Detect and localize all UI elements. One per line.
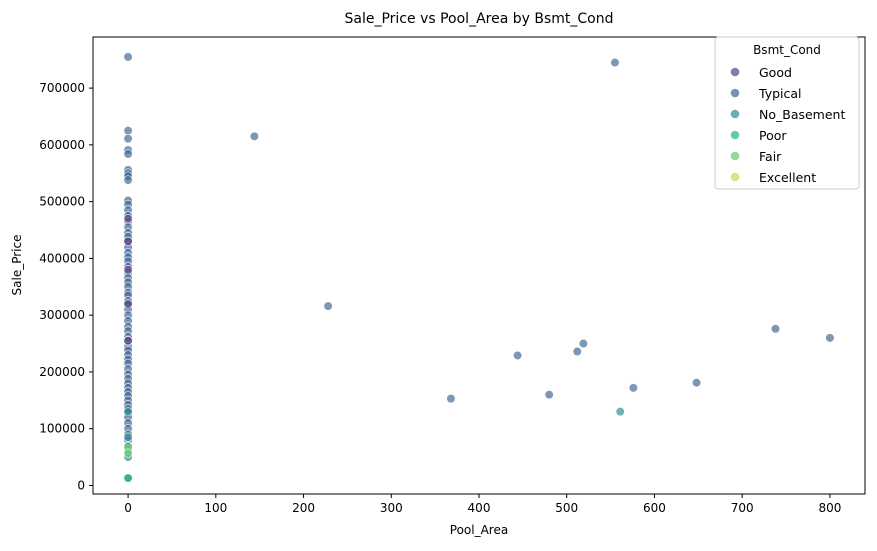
y-tick-label: 200000: [39, 365, 85, 379]
point-poor: [123, 473, 133, 483]
point-no-basement: [123, 407, 133, 417]
legend-label: Fair: [759, 149, 782, 164]
point-typical: [123, 149, 133, 159]
point-typical: [123, 52, 133, 62]
point-good: [123, 236, 133, 246]
legend: Bsmt_Cond Good Typical No_Basement Poor Fair…: [714, 36, 860, 190]
point-typical: [512, 350, 523, 361]
point-typical: [572, 346, 582, 357]
point-typical: [770, 324, 781, 334]
x-axis-label: Pool_Area: [450, 523, 508, 537]
point-typical: [123, 126, 133, 136]
legend-marker: [730, 109, 740, 119]
y-tick-label: 100000: [39, 422, 85, 436]
y-tick-label: 400000: [39, 251, 85, 265]
point-typical: [123, 134, 133, 144]
y-tick-label: 300000: [39, 308, 85, 322]
chart-title: Sale_Price vs Pool_Area by Bsmt_Cond: [345, 11, 614, 27]
point-typical: [610, 57, 620, 68]
x-tick-label: 400: [468, 501, 491, 515]
point-typical: [446, 394, 456, 404]
point-fair: [123, 448, 133, 458]
y-tick-label: 0: [77, 478, 85, 492]
legend-label: Good: [759, 65, 792, 80]
point-typical: [628, 383, 639, 393]
point-good: [123, 265, 133, 275]
point-typical: [249, 131, 260, 141]
y-axis: 0 100000 200000 300000 400000 500000 600000 700…: [39, 81, 93, 492]
legend-label: Poor: [759, 128, 787, 143]
x-axis: 0 100 200 300 400 500 600 700 800: [124, 494, 841, 515]
legend-label: No_Basement: [759, 107, 845, 122]
data-points: [123, 52, 835, 483]
point-typical: [544, 390, 554, 400]
x-tick-label: 300: [380, 501, 403, 515]
y-tick-label: 600000: [39, 138, 85, 152]
legend-marker: [730, 172, 740, 182]
x-tick-label: 0: [124, 501, 132, 515]
point-no-basement: [123, 432, 133, 442]
x-tick-label: 700: [731, 501, 754, 515]
x-tick-label: 600: [643, 501, 666, 515]
x-tick-label: 500: [555, 501, 578, 515]
legend-entries: Good Typical No_Basement Poor Fair Excellent: [730, 65, 845, 185]
point-good: [123, 299, 133, 309]
y-tick-label: 700000: [39, 81, 85, 95]
point-good: [123, 214, 133, 224]
legend-title: Bsmt_Cond: [753, 43, 821, 57]
point-typical: [691, 378, 702, 388]
point-typical: [323, 301, 333, 311]
legend-label: Typical: [758, 86, 802, 101]
point-typical: [123, 175, 133, 185]
legend-box: [714, 36, 860, 190]
point-no-basement: [615, 407, 625, 417]
legend-marker: [730, 88, 740, 98]
legend-marker: [730, 151, 740, 161]
x-tick-label: 200: [292, 501, 315, 515]
x-tick-label: 800: [818, 501, 841, 515]
legend-label: Excellent: [759, 170, 816, 185]
point-typical: [578, 338, 588, 349]
y-tick-label: 500000: [39, 195, 85, 209]
point-good: [123, 336, 133, 346]
x-tick-label: 100: [204, 501, 227, 515]
point-typical: [825, 333, 835, 343]
legend-marker: [730, 130, 740, 140]
y-axis-label: Sale_Price: [10, 235, 24, 296]
legend-marker: [730, 67, 740, 77]
